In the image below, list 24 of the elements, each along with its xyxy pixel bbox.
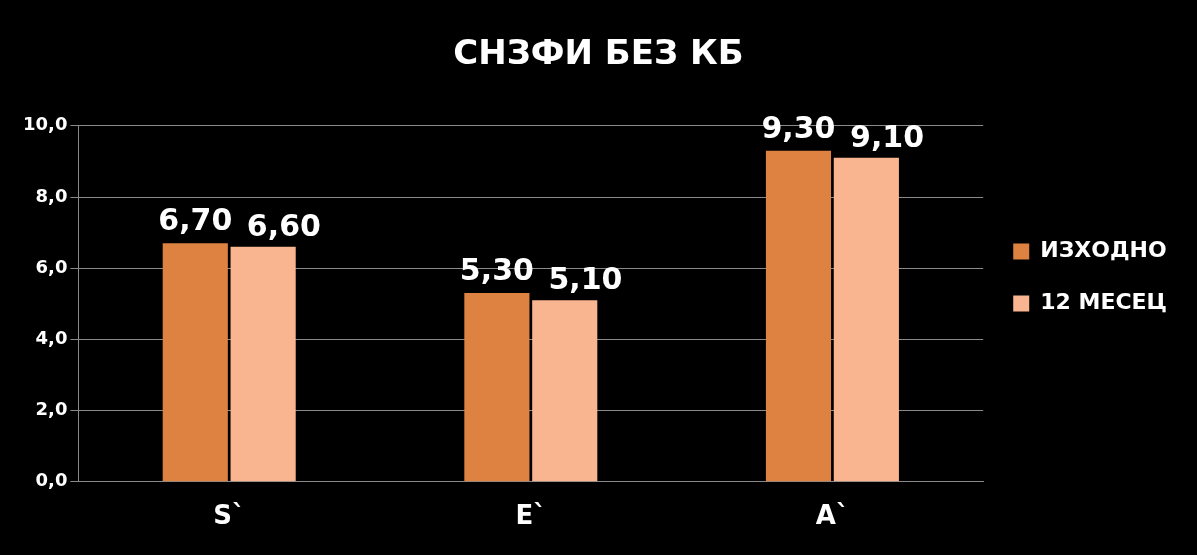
bar xyxy=(230,246,296,482)
y-tick-label: 4,0 xyxy=(35,327,68,349)
data-label: 9,10 xyxy=(850,118,925,154)
bar xyxy=(833,157,899,482)
data-label: 6,60 xyxy=(246,207,321,243)
data-label: 5,10 xyxy=(548,261,623,297)
y-tick-label: 8,0 xyxy=(35,184,68,206)
y-tick-label: 0,0 xyxy=(35,469,68,491)
chart-title: СНЗФИ БЕЗ КБ xyxy=(453,32,744,73)
bar xyxy=(464,293,530,482)
bar xyxy=(765,150,832,482)
data-label: 6,70 xyxy=(158,202,233,238)
bar xyxy=(162,243,228,482)
legend-label: ИЗХОДНО xyxy=(1040,237,1167,263)
y-tick-label: 10,0 xyxy=(22,113,68,135)
y-tick-label: 2,0 xyxy=(35,398,68,420)
data-label: 5,30 xyxy=(459,251,534,287)
legend-label: 12 МЕСЕЦ xyxy=(1040,289,1167,315)
bar xyxy=(532,300,598,482)
data-label: 9,30 xyxy=(761,109,836,145)
x-tick-label: A` xyxy=(815,500,849,531)
x-tick-label: S` xyxy=(213,500,246,531)
x-tick-label: E` xyxy=(515,500,547,531)
y-tick-label: 6,0 xyxy=(35,255,68,277)
